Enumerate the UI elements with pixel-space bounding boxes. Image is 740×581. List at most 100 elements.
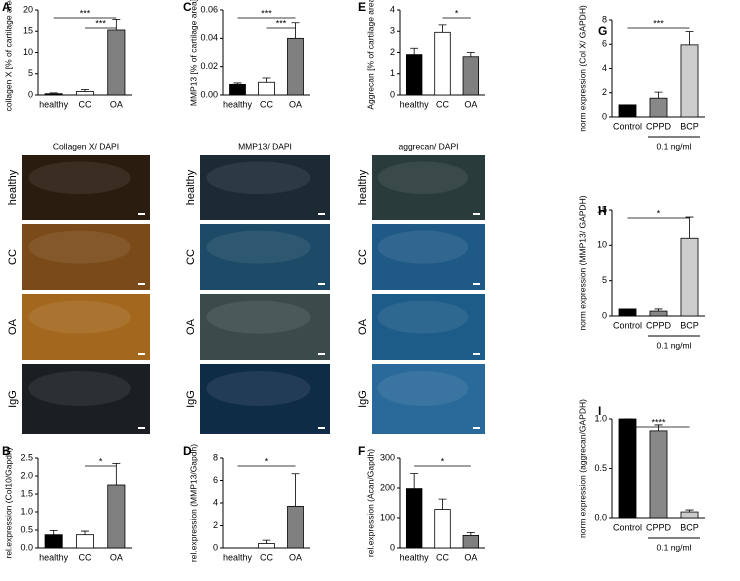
y-tick-label: 0 — [390, 542, 395, 552]
bar — [405, 54, 423, 96]
x-tick-label: Control — [613, 121, 642, 131]
error-bar — [685, 509, 694, 513]
error-bar — [466, 532, 475, 536]
micrograph — [200, 364, 330, 434]
row-label: CC — [7, 249, 19, 265]
y-tick-label: 10 — [23, 47, 33, 57]
x-tick-label: OA — [289, 99, 302, 109]
x-tick-label: CPPD — [646, 121, 672, 131]
image-title: aggrecan/ DAPI — [398, 141, 458, 151]
error-bar — [233, 82, 242, 85]
row-label: healthy — [357, 169, 369, 205]
significance-label: *** — [80, 8, 91, 18]
micrograph — [200, 224, 330, 290]
micrograph — [372, 364, 485, 434]
y-axis-label: norm expression (MMP13/ GAPDH) — [577, 195, 587, 330]
x-tick-label: CC — [260, 99, 273, 109]
row-label: healthy — [185, 169, 197, 205]
x-tick-label: healthy — [39, 552, 69, 562]
x-tick-label: healthy — [400, 552, 430, 562]
row-label: IgG — [7, 390, 19, 408]
x-tick-label: healthy — [223, 99, 253, 109]
significance-label: * — [657, 208, 661, 218]
y-tick-label: 0.0 — [594, 512, 607, 522]
bar — [462, 535, 480, 549]
y-tick-label: 1 — [390, 68, 395, 78]
x-tick-label: healthy — [223, 552, 253, 562]
y-tick-label: 15 — [23, 26, 33, 36]
bar — [618, 418, 637, 519]
error-bar — [438, 24, 447, 33]
y-tick-label: 6 — [213, 475, 218, 485]
y-tick-label: 8 — [213, 452, 218, 462]
y-tick-label: 2 — [390, 47, 395, 57]
y-tick-label: 10 — [597, 240, 607, 250]
x-tick-label: OA — [110, 552, 123, 562]
bar — [434, 509, 451, 549]
micrograph-signal — [28, 371, 131, 406]
error-bar — [466, 52, 475, 57]
error-bar — [262, 77, 271, 83]
micrograph — [200, 155, 330, 220]
error-bar — [81, 89, 89, 92]
panel-letter: E — [358, 0, 366, 14]
significance-label: * — [455, 8, 459, 18]
error-bar — [291, 22, 300, 39]
x-tick-label: CC — [79, 99, 92, 109]
error-bar — [49, 92, 58, 94]
x-tick-label: OA — [289, 552, 302, 562]
panel-letter: G — [598, 24, 607, 38]
micrograph — [22, 294, 150, 360]
y-tick-label: 4 — [390, 4, 395, 14]
error-bar — [438, 498, 447, 510]
y-tick-label: 1.0 — [594, 413, 607, 423]
bar — [434, 31, 451, 96]
y-tick-label: 0 — [602, 310, 607, 320]
micrograph — [372, 155, 485, 220]
micrograph-signal — [377, 371, 469, 406]
bar — [229, 83, 246, 96]
y-tick-label: 4 — [213, 497, 218, 507]
x-tick-label: CC — [260, 552, 273, 562]
micrograph — [22, 224, 150, 290]
row-label: CC — [357, 249, 369, 265]
micrograph-signal — [28, 161, 131, 194]
error-bar — [112, 463, 121, 485]
micrograph-signal — [377, 230, 469, 264]
micrograph-signal — [377, 161, 469, 194]
micrograph-signal — [28, 230, 131, 264]
y-tick-label: 3 — [390, 26, 395, 36]
bar — [618, 308, 637, 317]
y-tick-label: 2 — [602, 87, 607, 97]
bar — [75, 91, 95, 96]
y-tick-label: 0 — [213, 542, 218, 552]
row-label: IgG — [185, 390, 197, 408]
row-label: OA — [357, 318, 369, 335]
x-tick-label: CPPD — [646, 522, 672, 532]
y-tick-label: 20 — [23, 4, 33, 14]
bar — [287, 505, 304, 549]
micrograph — [22, 155, 150, 220]
y-tick-label: 300 — [380, 452, 395, 462]
image-title: MMP13/ DAPI — [238, 141, 292, 151]
x-tick-label: CPPD — [646, 320, 672, 330]
panel-letter: B — [2, 444, 11, 458]
x-tick-label: healthy — [400, 99, 430, 109]
error-bar — [654, 308, 663, 312]
y-tick-label: 0.5 — [594, 463, 607, 473]
bar — [107, 29, 126, 96]
y-tick-label: 0 — [28, 89, 33, 99]
panel-letter: C — [183, 0, 192, 14]
y-tick-label: 6 — [602, 39, 607, 49]
bar — [462, 56, 480, 96]
x-tick-label: CC — [436, 552, 449, 562]
panel-letter: H — [598, 204, 607, 218]
y-tick-label: 4 — [602, 63, 607, 73]
y-axis-label: norm expression (aggrecan/GAPDH) — [577, 399, 587, 538]
group-label: 0.1 ng/ml — [657, 542, 692, 552]
error-bar — [410, 47, 419, 55]
y-tick-label: 0.5 — [20, 524, 33, 534]
error-bar — [291, 473, 300, 507]
error-bar — [685, 216, 694, 239]
